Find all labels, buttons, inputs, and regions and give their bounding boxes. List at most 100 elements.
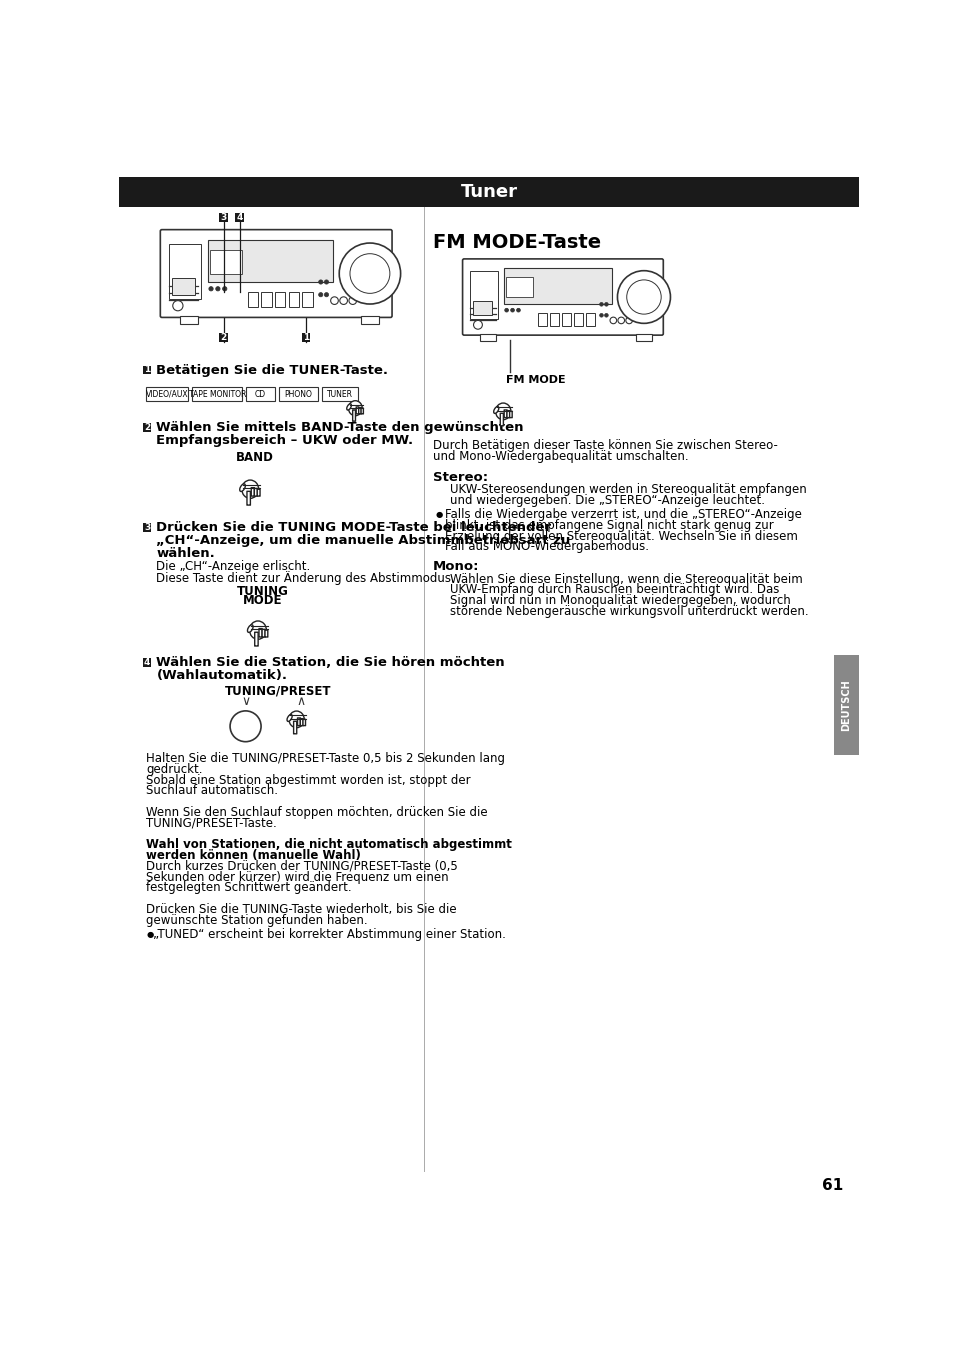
Text: Sekunden oder kürzer) wird die Frequenz um einen: Sekunden oder kürzer) wird die Frequenz … [146,870,449,884]
Circle shape [599,302,602,306]
FancyBboxPatch shape [561,313,570,326]
Text: 2: 2 [144,424,151,432]
FancyBboxPatch shape [143,658,152,666]
Circle shape [517,309,519,312]
Text: Stereo:: Stereo: [433,471,488,484]
Circle shape [222,286,227,291]
FancyBboxPatch shape [322,387,357,402]
Ellipse shape [289,711,304,727]
Text: Mono:: Mono: [433,560,479,573]
Text: FM MODE: FM MODE [505,375,565,384]
Circle shape [172,301,183,310]
Circle shape [318,279,322,285]
FancyBboxPatch shape [360,409,363,414]
Text: Wählen Sie die Station, die Sie hören möchten: Wählen Sie die Station, die Sie hören mö… [156,656,504,669]
FancyBboxPatch shape [479,333,496,341]
FancyBboxPatch shape [265,630,268,637]
Ellipse shape [493,406,498,413]
Text: und Mono-Wiedergabequalität umschalten.: und Mono-Wiedergabequalität umschalten. [433,449,688,463]
Text: ∧: ∧ [296,695,306,708]
FancyBboxPatch shape [251,487,254,496]
FancyBboxPatch shape [470,271,497,318]
Text: UKW-Empfang durch Rauschen beeinträchtigt wird. Das: UKW-Empfang durch Rauschen beeinträchtig… [450,584,779,596]
FancyBboxPatch shape [303,719,305,726]
Ellipse shape [346,403,351,410]
FancyBboxPatch shape [302,293,313,308]
FancyBboxPatch shape [246,387,274,402]
FancyBboxPatch shape [219,333,228,341]
FancyBboxPatch shape [219,213,228,221]
Text: UKW-Stereosendungen werden in Stereoqualität empfangen: UKW-Stereosendungen werden in Stereoqual… [450,483,806,496]
FancyBboxPatch shape [503,267,612,305]
Circle shape [510,309,514,312]
FancyBboxPatch shape [506,410,509,418]
Ellipse shape [348,401,362,415]
Ellipse shape [241,480,258,498]
Ellipse shape [239,484,245,491]
Circle shape [324,279,328,285]
Circle shape [504,309,508,312]
FancyBboxPatch shape [585,313,594,326]
Text: wählen.: wählen. [156,548,215,560]
Text: 61: 61 [821,1179,842,1194]
Text: CD: CD [254,390,266,399]
Circle shape [215,286,220,291]
Circle shape [625,317,632,324]
Text: 2: 2 [220,333,227,341]
FancyBboxPatch shape [143,523,152,532]
Text: Diese Taste dient zur Änderung des Abstimmodus.: Diese Taste dient zur Änderung des Absti… [156,571,455,584]
Circle shape [339,243,400,304]
Circle shape [604,313,608,317]
FancyBboxPatch shape [180,316,198,324]
Text: blinkt, ist das empfangene Signal nicht stark genug zur: blinkt, ist das empfangene Signal nicht … [444,519,773,532]
FancyBboxPatch shape [119,177,858,206]
Text: Signal wird nun in Monoqualität wiedergegeben, wodurch: Signal wird nun in Monoqualität wiederge… [450,595,790,607]
FancyBboxPatch shape [160,229,392,317]
FancyBboxPatch shape [636,333,651,341]
Text: ●: ● [146,929,153,939]
Text: Empfangsbereich – UKW oder MW.: Empfangsbereich – UKW oder MW. [156,434,414,447]
FancyBboxPatch shape [146,387,188,402]
Text: „CH“-Anzeige, um die manuelle Abstimmbetriebsart zu: „CH“-Anzeige, um die manuelle Abstimmbet… [156,534,570,548]
Circle shape [350,254,390,293]
FancyBboxPatch shape [573,313,582,326]
FancyBboxPatch shape [172,278,194,294]
Text: Betätigen Sie die TUNER-Taste.: Betätigen Sie die TUNER-Taste. [156,364,388,378]
FancyBboxPatch shape [247,491,250,505]
Text: ∨: ∨ [241,695,250,708]
Text: 1: 1 [144,366,151,374]
Circle shape [618,317,624,324]
Text: 3: 3 [220,213,227,221]
Text: Die „CH“-Anzeige erlischt.: Die „CH“-Anzeige erlischt. [156,560,311,573]
Text: Durch kurzes Drücken der TUNING/PRESET-Taste (0,5: Durch kurzes Drücken der TUNING/PRESET-T… [146,859,457,873]
FancyBboxPatch shape [537,313,547,326]
FancyBboxPatch shape [254,633,258,646]
Text: störende Nebengeräusche wirkungsvoll unterdrückt werden.: störende Nebengeräusche wirkungsvoll unt… [450,606,808,618]
Circle shape [324,293,328,297]
Text: gewünschte Station gefunden haben.: gewünschte Station gefunden haben. [146,913,368,927]
Text: PHONO: PHONO [284,390,313,399]
Circle shape [599,313,602,317]
Text: TUNING/PRESET: TUNING/PRESET [225,684,331,697]
Text: TAPE MONITOR: TAPE MONITOR [189,390,246,399]
Circle shape [230,711,261,742]
Circle shape [609,317,616,324]
Text: 3: 3 [144,523,151,532]
FancyBboxPatch shape [192,387,242,402]
FancyBboxPatch shape [355,407,358,414]
FancyBboxPatch shape [274,293,285,308]
FancyBboxPatch shape [473,301,492,316]
Text: Wählen Sie mittels BAND-Taste den gewünschten: Wählen Sie mittels BAND-Taste den gewüns… [156,421,523,434]
FancyBboxPatch shape [235,213,244,221]
Text: (Wahlautomatik).: (Wahlautomatik). [156,669,287,683]
FancyBboxPatch shape [360,316,378,324]
Circle shape [604,302,608,306]
Text: TUNING/PRESET-Taste.: TUNING/PRESET-Taste. [146,816,276,830]
Circle shape [318,293,322,297]
FancyBboxPatch shape [257,490,260,496]
FancyBboxPatch shape [254,488,257,496]
Text: Drücken Sie die TUNING MODE-Taste bei leuchtender: Drücken Sie die TUNING MODE-Taste bei le… [156,521,551,534]
Text: werden können (manuelle Wahl): werden können (manuelle Wahl) [146,849,361,862]
Text: gedrückt.: gedrückt. [146,764,203,776]
Text: Falls die Wiedergabe verzerrt ist, und die „STEREO“-Anzeige: Falls die Wiedergabe verzerrt ist, und d… [444,509,801,521]
